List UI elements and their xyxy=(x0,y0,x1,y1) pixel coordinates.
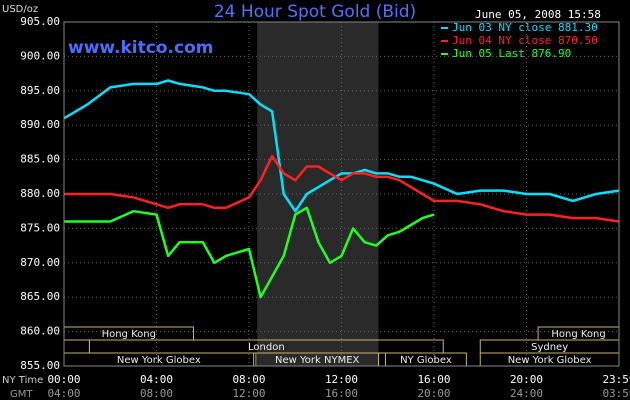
y-tick-label: 900.00 xyxy=(20,49,60,62)
x-tick-label: 00:00 xyxy=(47,373,80,386)
session-label: London xyxy=(248,342,285,353)
session-label: New York NYMEX xyxy=(275,355,360,366)
series-line xyxy=(64,206,435,299)
x-tick-label-gmt: 08:00 xyxy=(140,387,173,400)
series-line xyxy=(64,154,620,223)
y-tick-label: 870.00 xyxy=(20,256,60,269)
x-tick-label: 04:00 xyxy=(140,373,173,386)
timestamp: June 05, 2008 15:58 xyxy=(475,8,601,21)
session-label: New York Globex xyxy=(508,355,592,366)
x-tick-label-gmt: 24:00 xyxy=(510,387,543,400)
y-tick-label: 890.00 xyxy=(20,118,60,131)
y-tick-label: 885.00 xyxy=(20,153,60,166)
legend-label: Jun 03 NY close 881.30 xyxy=(452,21,598,34)
session-label: Sydney xyxy=(531,342,568,353)
x-tick-label-gmt: 04:00 xyxy=(47,387,80,400)
y-tick-label: 860.00 xyxy=(20,325,60,338)
y-axis-label: USD/oz xyxy=(2,4,38,15)
y-tick-label: 875.00 xyxy=(20,221,60,234)
session-label: Hong Kong xyxy=(102,329,156,340)
legend-label: Jun 05 Last 876.90 xyxy=(452,47,571,60)
y-tick-label: 905.00 xyxy=(20,15,60,28)
y-tick-label: 880.00 xyxy=(20,187,60,200)
x-row-label: GMT xyxy=(10,389,33,400)
x-tick-label: 16:00 xyxy=(417,373,450,386)
session-label: New York Globex xyxy=(117,355,201,366)
x-tick-label-gmt: 16:00 xyxy=(325,387,358,400)
chart-title: 24 Hour Spot Gold (Bid) xyxy=(214,2,416,22)
x-tick-label: 23:59 xyxy=(602,373,630,386)
legend-label: Jun 04 NY close 870.50 xyxy=(452,34,598,47)
series-line xyxy=(63,79,620,213)
x-tick-label-gmt: 12:00 xyxy=(232,387,265,400)
y-tick-label: 865.00 xyxy=(20,290,60,303)
y-tick-label: 895.00 xyxy=(20,84,60,97)
y-tick-label: 855.00 xyxy=(20,359,60,372)
x-tick-label: 12:00 xyxy=(325,373,358,386)
x-tick-label: 20:00 xyxy=(510,373,543,386)
website: www.kitco.com xyxy=(68,38,213,58)
x-tick-label-gmt: 20:00 xyxy=(417,387,450,400)
x-tick-label-gmt: 03:59 xyxy=(602,387,630,400)
highlight-band xyxy=(257,22,379,366)
plot-frame xyxy=(63,21,620,367)
x-tick-label: 08:00 xyxy=(232,373,265,386)
session-label: Hong Kong xyxy=(551,329,605,340)
x-row-label: NY Time xyxy=(2,375,43,386)
session-label: NY Globex xyxy=(400,355,452,366)
